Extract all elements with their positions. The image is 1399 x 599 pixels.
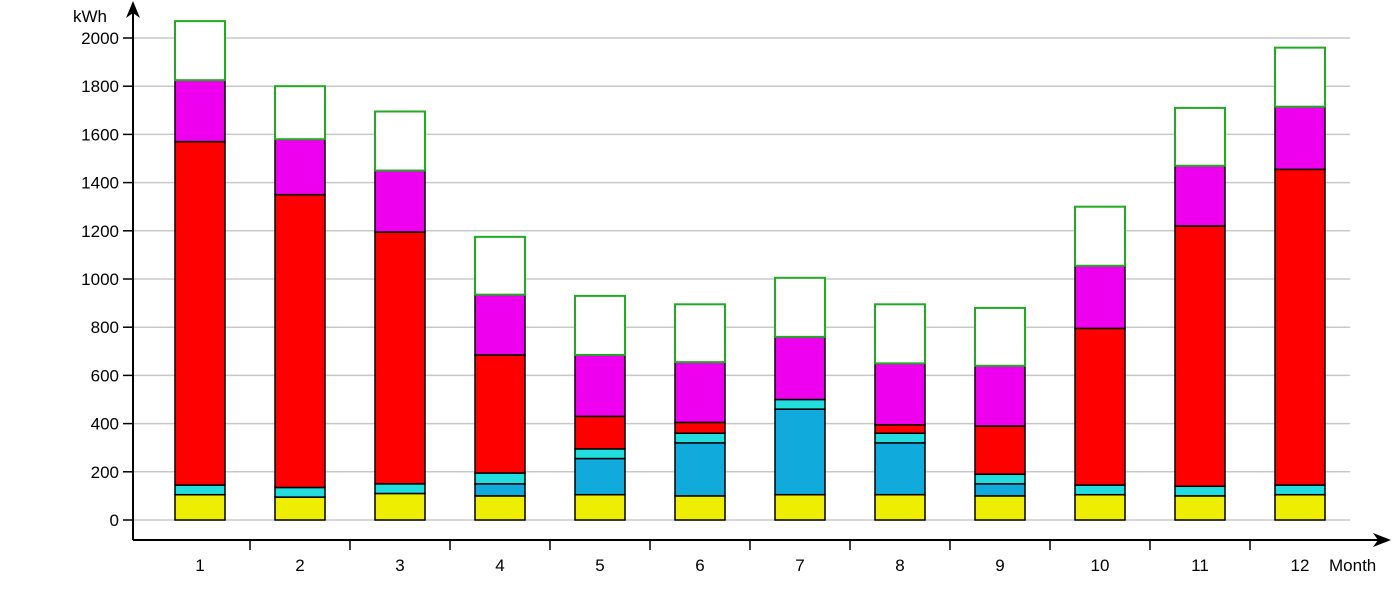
bar-segment-cyan	[574, 448, 626, 460]
bar-segment-blue	[674, 442, 726, 497]
y-tick-label: 400	[91, 415, 119, 434]
x-tick-label: 10	[1091, 556, 1110, 575]
bar-segment-cyan	[974, 473, 1026, 485]
bar-segment-red	[574, 415, 626, 450]
bar-segment-outline	[974, 306, 1026, 367]
bar-segment-yellow	[174, 493, 226, 521]
x-axis-title: Month	[1329, 556, 1376, 575]
x-tick-label: 8	[895, 556, 904, 575]
bar-segment-outline	[874, 303, 926, 365]
bar-segment-red	[1074, 327, 1126, 486]
x-tick-label: 7	[795, 556, 804, 575]
bar-segment-yellow	[774, 493, 826, 521]
x-tick-label: 11	[1191, 556, 1209, 575]
bar-segment-cyan	[374, 483, 426, 495]
bar-segment-yellow	[674, 495, 726, 521]
bar-segment-red	[874, 424, 926, 434]
grid-lines	[133, 37, 1350, 521]
bar-segment-cyan	[874, 432, 926, 444]
bar-segment-magenta	[974, 365, 1026, 427]
bar-segment-outline	[774, 276, 826, 338]
bar-segment-cyan	[174, 484, 226, 496]
bar-segment-magenta	[1274, 105, 1326, 171]
y-tick-label: 0	[110, 511, 119, 530]
bar-segment-magenta	[774, 336, 826, 401]
bar-segment-yellow	[374, 492, 426, 521]
bar-segment-yellow	[574, 493, 626, 521]
x-tick-label: 9	[995, 556, 1004, 575]
y-tick-label: 800	[91, 318, 119, 337]
bar-segment-magenta	[474, 293, 526, 356]
bar-segment-red	[1174, 225, 1226, 488]
bar-segment-cyan	[1074, 484, 1126, 496]
x-tick-label: 1	[195, 556, 204, 575]
bar-segment-red	[974, 425, 1026, 475]
y-tick-label: 1600	[81, 125, 119, 144]
bar-segment-yellow	[1274, 493, 1326, 521]
bar-segment-blue	[474, 483, 526, 497]
y-tick-label: 1800	[81, 77, 119, 96]
bar-segment-magenta	[1174, 164, 1226, 227]
bar-segment-red	[274, 193, 326, 489]
bar-segment-outline	[574, 294, 626, 356]
bar-segment-outline	[1074, 205, 1126, 267]
bar-segment-red	[474, 354, 526, 474]
y-tick-label: 1400	[81, 174, 119, 193]
bar-segment-cyan	[474, 472, 526, 485]
bar-segment-yellow	[1174, 495, 1226, 521]
bar-segment-cyan	[274, 486, 326, 498]
bar-segment-outline	[674, 303, 726, 364]
x-tick-label: 3	[395, 556, 404, 575]
x-tick-labels: 1 2 3 4 5 6 7 8 9 10 11 12	[195, 540, 1309, 575]
x-tick-label: 5	[595, 556, 604, 575]
bar-segment-outline	[1274, 46, 1326, 108]
bar-segment-red	[174, 140, 226, 486]
axes: kWh Month	[73, 1, 1391, 575]
bar-segment-yellow	[274, 496, 326, 521]
bar-segment-cyan	[1174, 485, 1226, 497]
bar-segment-outline	[474, 235, 526, 296]
bar-segment-blue	[974, 483, 1026, 497]
bar-segment-outline	[274, 85, 326, 141]
bar-segment-magenta	[874, 362, 926, 426]
bar-segment-magenta	[574, 354, 626, 418]
y-tick-label: 1000	[81, 270, 119, 289]
bar-segment-blue	[574, 457, 626, 496]
bar-segment-red	[674, 421, 726, 434]
bar-segment-outline	[374, 110, 426, 172]
y-axis-title: kWh	[73, 7, 107, 26]
bar-segment-red	[374, 231, 426, 485]
x-tick-label: 12	[1291, 556, 1310, 575]
bar-segment-magenta	[174, 79, 226, 143]
y-tick-labels: 0 200 400 600 800 1000 1200 1400 1600 1800 2000	[81, 29, 133, 530]
bar-segment-yellow	[974, 495, 1026, 521]
y-tick-label: 1200	[81, 222, 119, 241]
bar-segment-cyan	[674, 432, 726, 444]
bars	[174, 20, 1326, 521]
y-tick-label: 600	[91, 366, 119, 385]
bar-segment-blue	[874, 442, 926, 496]
bar-segment-cyan	[774, 398, 826, 410]
y-axis-arrow	[126, 1, 140, 18]
bar-segment-outline	[1174, 106, 1226, 167]
bar-segment-outline	[174, 20, 226, 82]
bar-segment-red	[1274, 168, 1326, 486]
x-tick-label: 6	[695, 556, 704, 575]
x-tick-label: 4	[495, 556, 504, 575]
bar-segment-blue	[774, 408, 826, 496]
bar-segment-magenta	[1074, 264, 1126, 330]
bar-segment-magenta	[274, 138, 326, 196]
bar-segment-cyan	[1274, 484, 1326, 496]
bar-segment-yellow	[1074, 493, 1126, 521]
bar-segment-magenta	[374, 169, 426, 233]
y-tick-label: 2000	[81, 29, 119, 48]
x-tick-label: 2	[295, 556, 304, 575]
bar-segment-magenta	[674, 361, 726, 424]
x-axis-arrow	[1373, 533, 1391, 547]
y-tick-label: 200	[91, 463, 119, 482]
bar-segment-yellow	[874, 493, 926, 521]
bar-segment-yellow	[474, 495, 526, 521]
